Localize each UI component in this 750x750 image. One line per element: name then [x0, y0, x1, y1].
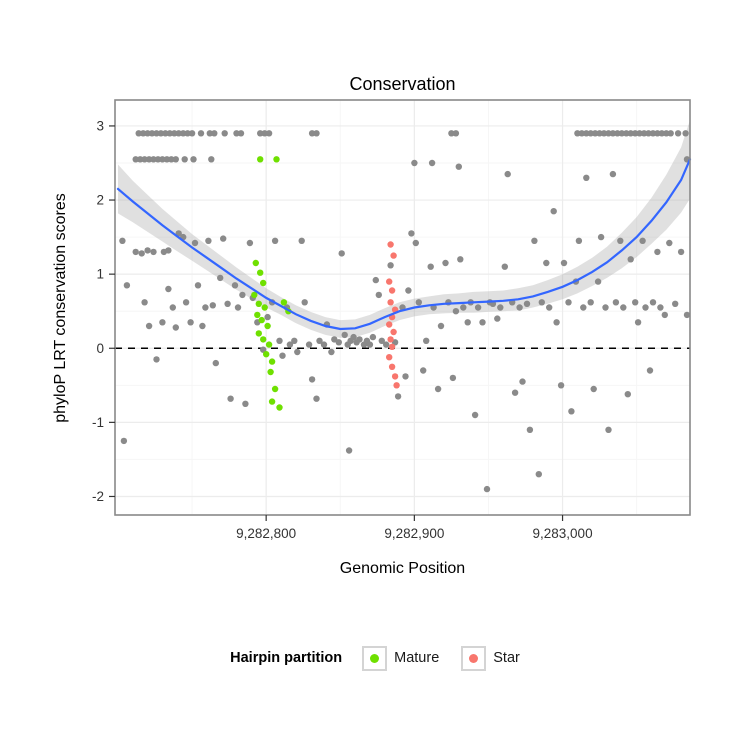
gridlines-major [115, 100, 690, 515]
legend-key-mature [362, 645, 388, 671]
svg-text:3: 3 [96, 118, 104, 133]
chart-title: Conservation [349, 74, 456, 94]
points-mature [251, 156, 292, 411]
svg-text:9,283,000: 9,283,000 [533, 526, 593, 541]
svg-text:0: 0 [96, 341, 104, 356]
legend-label-mature: Mature [394, 650, 440, 666]
svg-text:-2: -2 [92, 489, 104, 504]
points-other [119, 130, 691, 493]
svg-text:1: 1 [96, 267, 104, 282]
smooth-confidence-band [117, 120, 690, 338]
legend-title: Hairpin partition [230, 650, 343, 666]
mature-dot-icon [370, 653, 380, 663]
legend: Hairpin partition Mature Star [0, 640, 750, 676]
legend-item-mature: Mature [362, 645, 440, 671]
axis-ticks-and-labels: 9,282,800 9,282,900 9,283,000 -2 -1 0 1 2 3 [92, 118, 593, 541]
legend-items: Mature Star [362, 645, 520, 671]
star-dot-icon [469, 653, 479, 663]
x-axis-label: Genomic Position [339, 560, 466, 577]
svg-text:9,282,800: 9,282,800 [236, 526, 296, 541]
panel-border [114, 99, 691, 516]
legend-key-star [461, 645, 487, 671]
svg-text:2: 2 [96, 193, 104, 208]
svg-text:9,282,900: 9,282,900 [384, 526, 444, 541]
legend-label-star: Star [493, 650, 520, 666]
legend-item-star: Star [461, 645, 520, 671]
svg-text:-1: -1 [92, 415, 104, 430]
smooth-loess-line [116, 158, 692, 331]
